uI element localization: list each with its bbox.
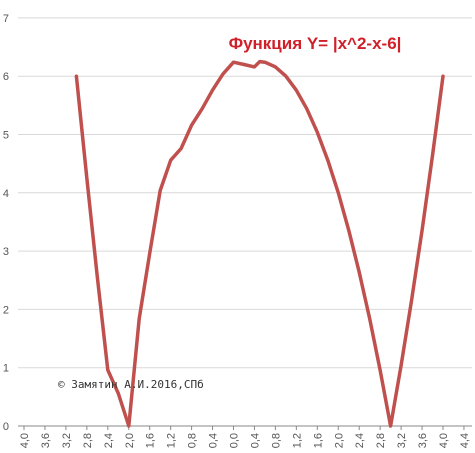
y-axis-tick-labels: 0 1 2 3 4 5 6 7	[3, 13, 9, 433]
y-tick-label: 0	[3, 421, 9, 433]
copyright-annotation: © Замятин А.И.2016,СПб	[58, 378, 204, 391]
x-tick-label: 2,4	[103, 433, 115, 448]
y-tick-label: 7	[3, 13, 9, 25]
x-tick-label: 3,2	[61, 433, 73, 448]
y-tick-label: 1	[3, 363, 9, 375]
x-tick-label: 3,6	[417, 433, 429, 448]
series-line	[74, 59, 445, 428]
grid	[18, 17, 472, 369]
x-tick-label: 2,4	[354, 433, 366, 448]
x-tick-label: 2,0	[124, 433, 136, 448]
y-tick-label: 3	[3, 246, 9, 258]
x-tick-label: 1,2	[166, 433, 178, 448]
x-tick-label: 1,6	[312, 433, 324, 448]
x-tick-label: 3,6	[40, 433, 52, 448]
x-tick-label: 3,2	[396, 433, 408, 448]
x-tick-label: 0,0	[229, 433, 241, 448]
y-tick-label: 5	[3, 130, 9, 142]
x-tick-label: 2,0	[333, 433, 345, 448]
x-tick-label: 1,2	[291, 433, 303, 448]
y-tick-label: 4	[3, 188, 9, 200]
y-tick-label: 2	[3, 304, 9, 316]
chart-title: Функция Y= |x^2-x-6|	[229, 34, 402, 53]
x-tick-label: 0,4	[208, 433, 220, 448]
x-tick-label: 4,4	[459, 433, 471, 448]
x-tick-label: 2,8	[82, 433, 94, 448]
x-tick-label: 1,6	[145, 433, 157, 448]
x-axis-tick-labels: 4,0 3,6 3,2 2,8 2,4 2,0 1,6 1,2 0,8 0,4 0,0 0,4 0,8 1…	[19, 426, 471, 448]
x-tick-label: 0,8	[187, 433, 199, 448]
x-tick-label: 0,8	[270, 433, 282, 448]
x-tick-label: 4,0	[438, 433, 450, 448]
x-tick-label: 4,0	[19, 433, 31, 448]
x-tick-label: 0,4	[249, 433, 261, 448]
x-tick-label: 2,8	[375, 433, 387, 448]
y-tick-label: 6	[3, 71, 9, 83]
